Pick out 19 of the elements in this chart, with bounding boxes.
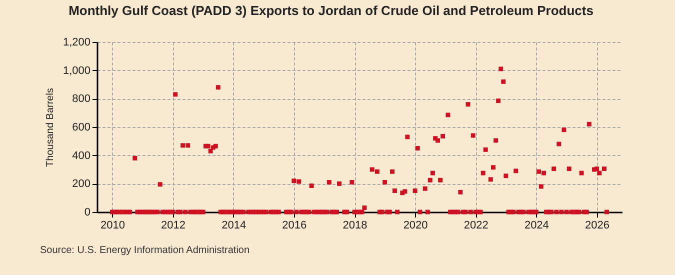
y-tick-label: 0 xyxy=(84,206,90,218)
x-tick-label: 2012 xyxy=(161,220,186,232)
x-tick-label: 2016 xyxy=(282,220,307,232)
x-tick-label: 2022 xyxy=(464,220,488,232)
y-tick-label: 200 xyxy=(72,178,90,190)
y-tick-label: 1,200 xyxy=(62,36,90,48)
chart-title: Monthly Gulf Coast (PADD 3) Exports to Jordan of Crude Oil and Petroleum Products xyxy=(68,3,594,18)
x-tick-label: 2020 xyxy=(403,220,428,232)
x-tick-label: 2010 xyxy=(100,220,125,232)
source-note: Source: U.S. Energy Information Administration xyxy=(40,245,250,256)
y-axis-title: Thousand Barrels xyxy=(44,88,56,167)
x-tick-label: 2018 xyxy=(342,220,368,232)
x-tick-label: 2014 xyxy=(222,220,246,232)
x-tick-label: 2024 xyxy=(524,220,549,232)
y-tick-label: 800 xyxy=(72,93,90,106)
y-tick-label: 600 xyxy=(72,122,90,134)
x-tick-label: 2026 xyxy=(585,220,610,232)
y-tick-label: 1,000 xyxy=(62,64,90,77)
y-tick-label: 400 xyxy=(72,150,90,162)
